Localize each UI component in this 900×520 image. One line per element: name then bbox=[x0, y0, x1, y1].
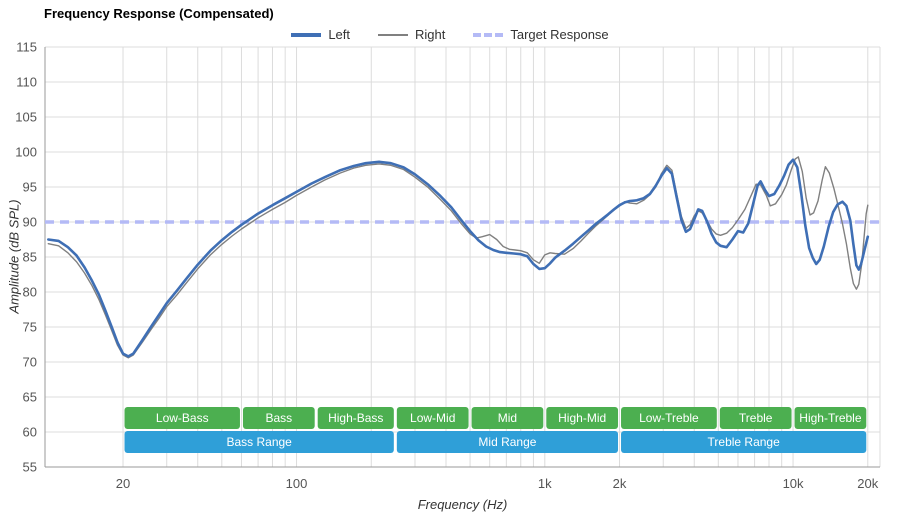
band-main-label: Mid Range bbox=[478, 435, 536, 449]
band-sub bbox=[396, 407, 469, 429]
band-main bbox=[124, 431, 394, 453]
band-sub bbox=[794, 407, 867, 429]
target-line-swatch bbox=[473, 32, 504, 37]
band-main bbox=[621, 431, 867, 453]
x-axis-title: Frequency (Hz) bbox=[417, 497, 508, 512]
y-tick-label: 90 bbox=[23, 215, 37, 230]
right-line-swatch bbox=[378, 33, 409, 36]
band-sub-label: Low-Mid bbox=[410, 411, 455, 425]
y-tick-label: 65 bbox=[23, 390, 37, 405]
band-sub bbox=[719, 407, 792, 429]
legend-item-target[interactable]: Target Response bbox=[473, 27, 609, 42]
y-tick-label: 55 bbox=[23, 460, 37, 475]
band-sub-label: Bass bbox=[265, 411, 292, 425]
y-tick-label: 115 bbox=[16, 40, 37, 55]
y-tick-label: 80 bbox=[23, 285, 37, 300]
left-line-swatch bbox=[291, 32, 322, 37]
legend-item-right[interactable]: Right bbox=[378, 27, 445, 42]
band-sub-label: Low-Bass bbox=[156, 411, 209, 425]
band-sub-label: Treble bbox=[739, 411, 773, 425]
band-sub-label: Mid bbox=[498, 411, 517, 425]
y-tick-label: 75 bbox=[23, 320, 37, 335]
legend-label-right: Right bbox=[415, 27, 446, 42]
legend-item-left[interactable]: Left bbox=[291, 27, 350, 42]
band-sub-label: High-Bass bbox=[328, 411, 383, 425]
x-tick-label: 100 bbox=[286, 476, 308, 491]
curve-left bbox=[46, 158, 870, 358]
band-main-label: Bass Range bbox=[226, 435, 292, 449]
y-tick-label: 60 bbox=[23, 425, 37, 440]
band-sub bbox=[546, 407, 619, 429]
x-tick-label: 1k bbox=[538, 476, 552, 491]
band-sub bbox=[621, 407, 717, 429]
band-sub-label: High-Treble bbox=[799, 411, 862, 425]
band-sub-label: Low-Treble bbox=[639, 411, 699, 425]
x-tick-label: 20 bbox=[116, 476, 130, 491]
x-tick-label: 2k bbox=[613, 476, 627, 491]
y-tick-label: 85 bbox=[23, 250, 37, 265]
legend-label-target: Target Response bbox=[510, 27, 609, 42]
y-tick-label: 110 bbox=[16, 75, 37, 90]
band-sub-label: High-Mid bbox=[558, 411, 606, 425]
x-tick-label: 10k bbox=[783, 476, 804, 491]
band-sub bbox=[124, 407, 240, 429]
band-sub bbox=[471, 407, 544, 429]
y-tick-label: 95 bbox=[23, 180, 37, 195]
chart-title: Frequency Response (Compensated) bbox=[44, 6, 274, 21]
curve-right bbox=[47, 156, 869, 359]
y-tick-label: 105 bbox=[15, 110, 37, 125]
legend-label-left: Left bbox=[328, 27, 351, 42]
x-tick-label: 20k bbox=[857, 476, 878, 491]
y-tick-label: 100 bbox=[15, 145, 37, 160]
band-main-label: Treble Range bbox=[708, 435, 781, 449]
y-tick-label: 70 bbox=[23, 355, 37, 370]
band-sub bbox=[317, 407, 394, 429]
band-main bbox=[396, 431, 619, 453]
legend: Left Right Target Response bbox=[0, 27, 900, 42]
band-sub bbox=[242, 407, 315, 429]
